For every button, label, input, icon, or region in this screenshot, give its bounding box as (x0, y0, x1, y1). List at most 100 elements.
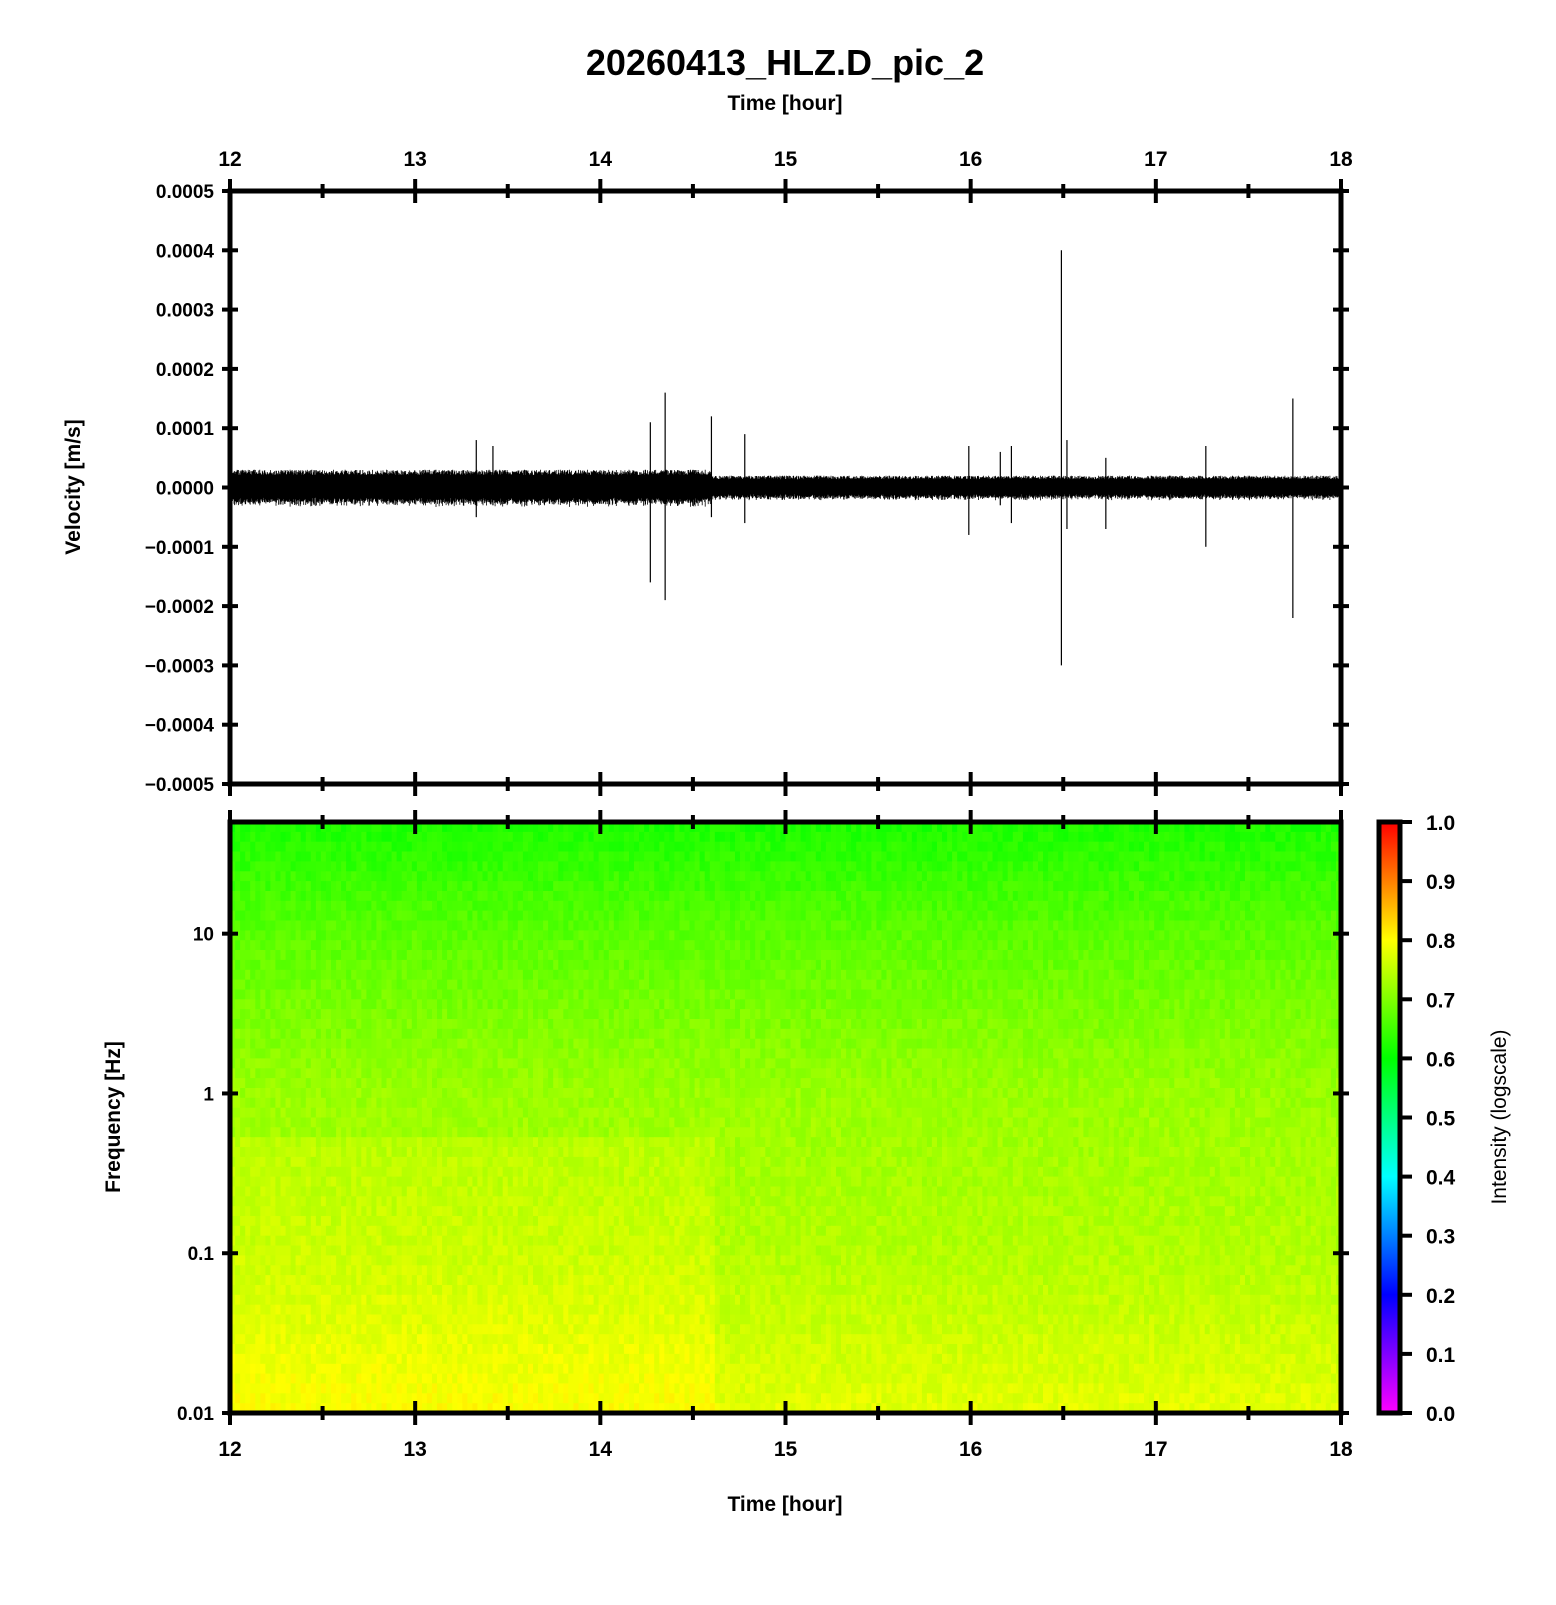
spectrogram-cell (290, 831, 297, 843)
spectrogram-cell (1027, 920, 1034, 931)
spectrogram-cell (1068, 1009, 1074, 1020)
spectrogram-cell (538, 881, 544, 892)
spectrogram-cell (724, 900, 731, 912)
spectrogram-cell (1214, 979, 1221, 990)
spectrogram-cell (947, 1028, 953, 1040)
spectrogram-cell (962, 989, 968, 1000)
spectrogram-cell (982, 910, 988, 921)
spectrogram-cell (295, 989, 302, 1000)
spectrogram-cell (1214, 1019, 1221, 1030)
spectrogram-cell (861, 979, 867, 990)
spectrogram-cell (235, 950, 241, 961)
spectrogram-cell (886, 930, 893, 941)
spectrogram-cell (1118, 831, 1125, 843)
spectrogram-cell (310, 1038, 317, 1050)
spectrogram-cell (871, 910, 877, 921)
spectrogram-cell (1320, 989, 1327, 1000)
spectrogram-cell (416, 910, 423, 921)
spectrogram-cell (1113, 940, 1120, 951)
spectrogram-cell (1245, 891, 1251, 902)
spectrogram-cell (755, 910, 761, 921)
spectrogram-cell (351, 881, 357, 892)
spectrogram-cell (1053, 881, 1059, 892)
spectrogram-cell (629, 1038, 635, 1050)
spectrogram-cell (553, 1028, 559, 1040)
spectrogram-cell (947, 822, 953, 833)
spectrogram-cell (300, 950, 307, 961)
spectrogram-cell (528, 871, 534, 882)
spectrogram-cell (1128, 851, 1135, 862)
spectrogram-cell (315, 950, 322, 961)
spectrogram-cell (320, 1028, 327, 1040)
spectrogram-cell (452, 891, 458, 902)
spectrogram-cell (1027, 989, 1034, 1000)
spectrogram-cell (689, 900, 696, 912)
spectrogram-cell (644, 861, 650, 872)
spectrogram-cell (901, 831, 908, 843)
spectrogram-cell (1250, 831, 1256, 843)
spectrogram-cell (1169, 959, 1175, 971)
spectrogram-cell (830, 959, 837, 971)
spectrogram-cell (603, 891, 610, 902)
spectrogram-cell (1224, 920, 1231, 931)
spectrogram-cell (467, 861, 473, 872)
spectrogram-cell (1224, 871, 1231, 882)
spectrogram-cell (629, 950, 635, 961)
spectrogram-cell (780, 920, 786, 931)
spectrogram-cell (583, 1028, 590, 1040)
spectrogram-cell (982, 1038, 988, 1050)
spectrogram-cell (740, 861, 746, 872)
spectrogram-cell (260, 1038, 266, 1050)
spectrogram-cell (376, 822, 382, 833)
spectrogram-cell (901, 999, 908, 1010)
spectrogram-cell (1017, 841, 1024, 853)
spectrogram-cell (1058, 881, 1064, 892)
spectrogram-cell (1164, 891, 1170, 902)
spectrogram-cell (825, 1028, 832, 1040)
spectrogram-cell (1290, 841, 1297, 853)
spectrogram-cell (270, 871, 276, 882)
spectrogram-cell (563, 940, 569, 951)
spectrogram-cell (1083, 910, 1089, 921)
spectrogram-cell (780, 851, 786, 862)
spectrogram-cell (1300, 930, 1307, 941)
spectrogram-cell (1300, 871, 1307, 882)
spectrogram-cell (659, 999, 665, 1010)
spectrogram-cell (1017, 900, 1024, 912)
spectrogram-cell (896, 871, 903, 882)
spectrogram-cell (260, 891, 266, 902)
spectrogram-cell (1174, 940, 1180, 951)
spectrogram-cell (533, 1028, 539, 1040)
spectrogram-cell (260, 822, 266, 833)
spectrogram-cell (997, 920, 1004, 931)
spectrogram-cell (452, 881, 458, 892)
spectrogram-cell (356, 851, 362, 862)
spectrogram-cell (255, 969, 261, 981)
spectrogram-cell (573, 979, 579, 990)
spectrogram-cell (603, 881, 610, 892)
spectrogram-cell (684, 831, 691, 843)
spectrogram-cell (538, 900, 544, 912)
spectrogram-cell (629, 1028, 635, 1040)
spectrogram-cell (1078, 940, 1084, 951)
spectrogram-cell (871, 920, 877, 931)
spectrogram-cell (805, 920, 812, 931)
spectrogram-cell (386, 959, 393, 971)
spectrogram-cell (452, 1019, 458, 1030)
spectrogram-cell (245, 930, 251, 941)
spectrogram-cell (942, 861, 948, 872)
spectrogram-cell (1219, 979, 1226, 990)
spectrogram-cell (320, 979, 327, 990)
spectrogram-cell (563, 841, 569, 853)
spectrogram-cell (1255, 999, 1261, 1010)
spectrogram-cell (745, 940, 751, 951)
spectrogram-cell (588, 1038, 595, 1050)
spectrogram-cell (386, 841, 393, 853)
spectrogram-cell (1123, 871, 1130, 882)
spectrogram-cell (356, 959, 362, 971)
spectrogram-cell (361, 1009, 367, 1020)
spectrogram-cell (982, 920, 988, 931)
spectrogram-cell (512, 969, 519, 981)
spectrogram-cell (1315, 950, 1322, 961)
spectrogram-cell (376, 1009, 382, 1020)
